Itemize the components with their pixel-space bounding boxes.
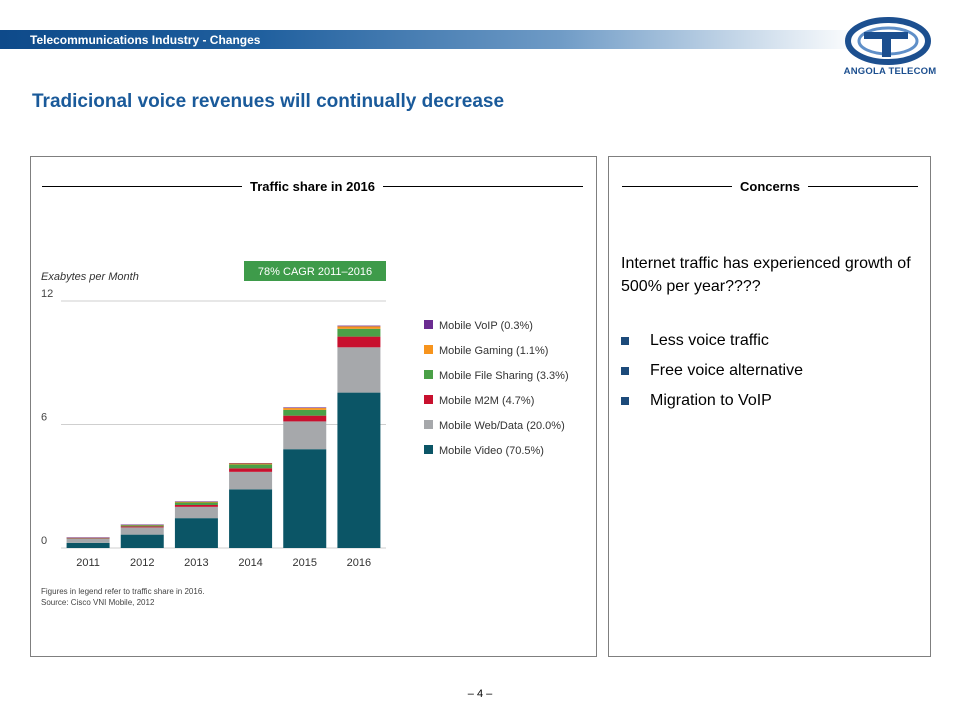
legend-label: Mobile Web/Data (20.0%)	[439, 420, 565, 432]
bar-segment	[229, 468, 273, 472]
cagr-badge-label: 78% CAGR 2011–2016	[258, 266, 372, 278]
bar-segment	[337, 328, 381, 337]
bar-segment	[174, 501, 218, 503]
bar-segment	[120, 534, 164, 548]
cagr-badge	[244, 261, 386, 281]
legend-label: Mobile File Sharing (3.3%)	[439, 370, 569, 382]
x-tick-label: 2014	[238, 557, 262, 569]
chart-footnote: Source: Cisco VNI Mobile, 2012	[41, 598, 155, 607]
bar-segment	[283, 415, 327, 422]
bar-segment	[283, 407, 327, 409]
bar-segment	[120, 524, 164, 526]
logo-label: ANGOLA TELECOM	[843, 66, 937, 77]
concern-text: Free voice alternative	[650, 362, 803, 379]
legend-swatch	[424, 395, 433, 404]
x-tick-label: 2011	[76, 557, 100, 569]
bar-segment	[337, 347, 381, 393]
bar-segment	[174, 506, 218, 519]
x-tick-label: 2012	[130, 557, 154, 569]
concerns-list: Less voice traffic Free voice alternativ…	[621, 326, 803, 416]
legend-swatch	[424, 345, 433, 354]
bar-segment	[66, 537, 110, 539]
legend-label: Mobile M2M (4.7%)	[439, 395, 534, 407]
bar-segment	[229, 463, 273, 465]
concerns-heading: Concerns	[622, 179, 918, 194]
bar-segment	[174, 502, 218, 505]
y-axis-label: Exabytes per Month	[41, 271, 139, 283]
bar-segment	[174, 518, 218, 548]
traffic-share-heading-label: Traffic share in 2016	[250, 179, 376, 194]
square-bullet-icon	[621, 397, 629, 405]
y-tick-label: 0	[41, 535, 47, 547]
concerns-intro: Internet traffic has experienced growth …	[621, 255, 911, 295]
legend-label: Mobile Gaming (1.1%)	[439, 345, 548, 357]
bar-segment	[229, 462, 273, 464]
legend-swatch	[424, 320, 433, 329]
bar-segment	[283, 408, 327, 410]
bar-segment	[283, 449, 327, 548]
page-number: – 4 –	[467, 688, 493, 700]
bar-segment	[120, 525, 164, 527]
legend-swatch	[424, 420, 433, 429]
bar-segment	[337, 336, 381, 348]
x-tick-label: 2015	[293, 557, 317, 569]
legend-swatch	[424, 370, 433, 379]
traffic-chart: Exabytes per Month 0 6 12 78% CAGR 2011–2016…	[41, 261, 569, 607]
concern-item: Migration to VoIP	[621, 386, 803, 416]
bar-segment	[66, 537, 110, 538]
angola-telecom-logo-icon	[845, 17, 931, 65]
square-bullet-icon	[621, 367, 629, 375]
heading-rule-right	[807, 186, 918, 187]
concerns-panel: Concerns Internet traffic has experience…	[608, 156, 931, 657]
bar-segment	[174, 504, 218, 507]
bar-segment	[283, 421, 327, 450]
y-tick-label: 6	[41, 412, 47, 424]
heading-rule-left	[622, 186, 733, 187]
legend-label: Mobile VoIP (0.3%)	[439, 320, 533, 332]
legend-label: Mobile Video (70.5%)	[439, 445, 544, 457]
bar-segment	[120, 526, 164, 528]
bar-segment	[337, 325, 381, 327]
traffic-share-panel: Traffic share in 2016 Exabytes per Month…	[30, 156, 597, 657]
heading-rule-right	[383, 186, 584, 187]
traffic-share-heading: Traffic share in 2016	[42, 179, 584, 194]
concern-text: Migration to VoIP	[650, 392, 772, 409]
bar-segment	[283, 409, 327, 416]
chart-footnote: Figures in legend refer to traffic share…	[41, 587, 205, 596]
page-title: Tradicional voice revenues will continua…	[32, 91, 505, 112]
header-bar	[0, 30, 860, 49]
bar-segment	[337, 326, 381, 329]
concern-item: Free voice alternative	[621, 356, 803, 386]
bar-segment	[229, 471, 273, 490]
bar-segment	[229, 489, 273, 548]
square-bullet-icon	[621, 337, 629, 345]
y-tick-label: 12	[41, 288, 53, 300]
bar-segment	[120, 527, 164, 535]
x-tick-label: 2016	[347, 557, 371, 569]
bar-segment	[174, 501, 218, 502]
bar-segment	[229, 464, 273, 469]
section-title: Telecommunications Industry - Changes	[30, 33, 261, 47]
heading-rule-left	[42, 186, 242, 187]
concern-text: Less voice traffic	[650, 332, 769, 349]
bar-segment	[66, 542, 110, 548]
bar-segment	[337, 392, 381, 548]
bar-segment	[66, 538, 110, 543]
legend-swatch	[424, 445, 433, 454]
bar-segment	[66, 538, 110, 539]
concern-item: Less voice traffic	[621, 326, 803, 356]
concerns-heading-label: Concerns	[740, 179, 800, 194]
x-tick-label: 2013	[184, 557, 208, 569]
